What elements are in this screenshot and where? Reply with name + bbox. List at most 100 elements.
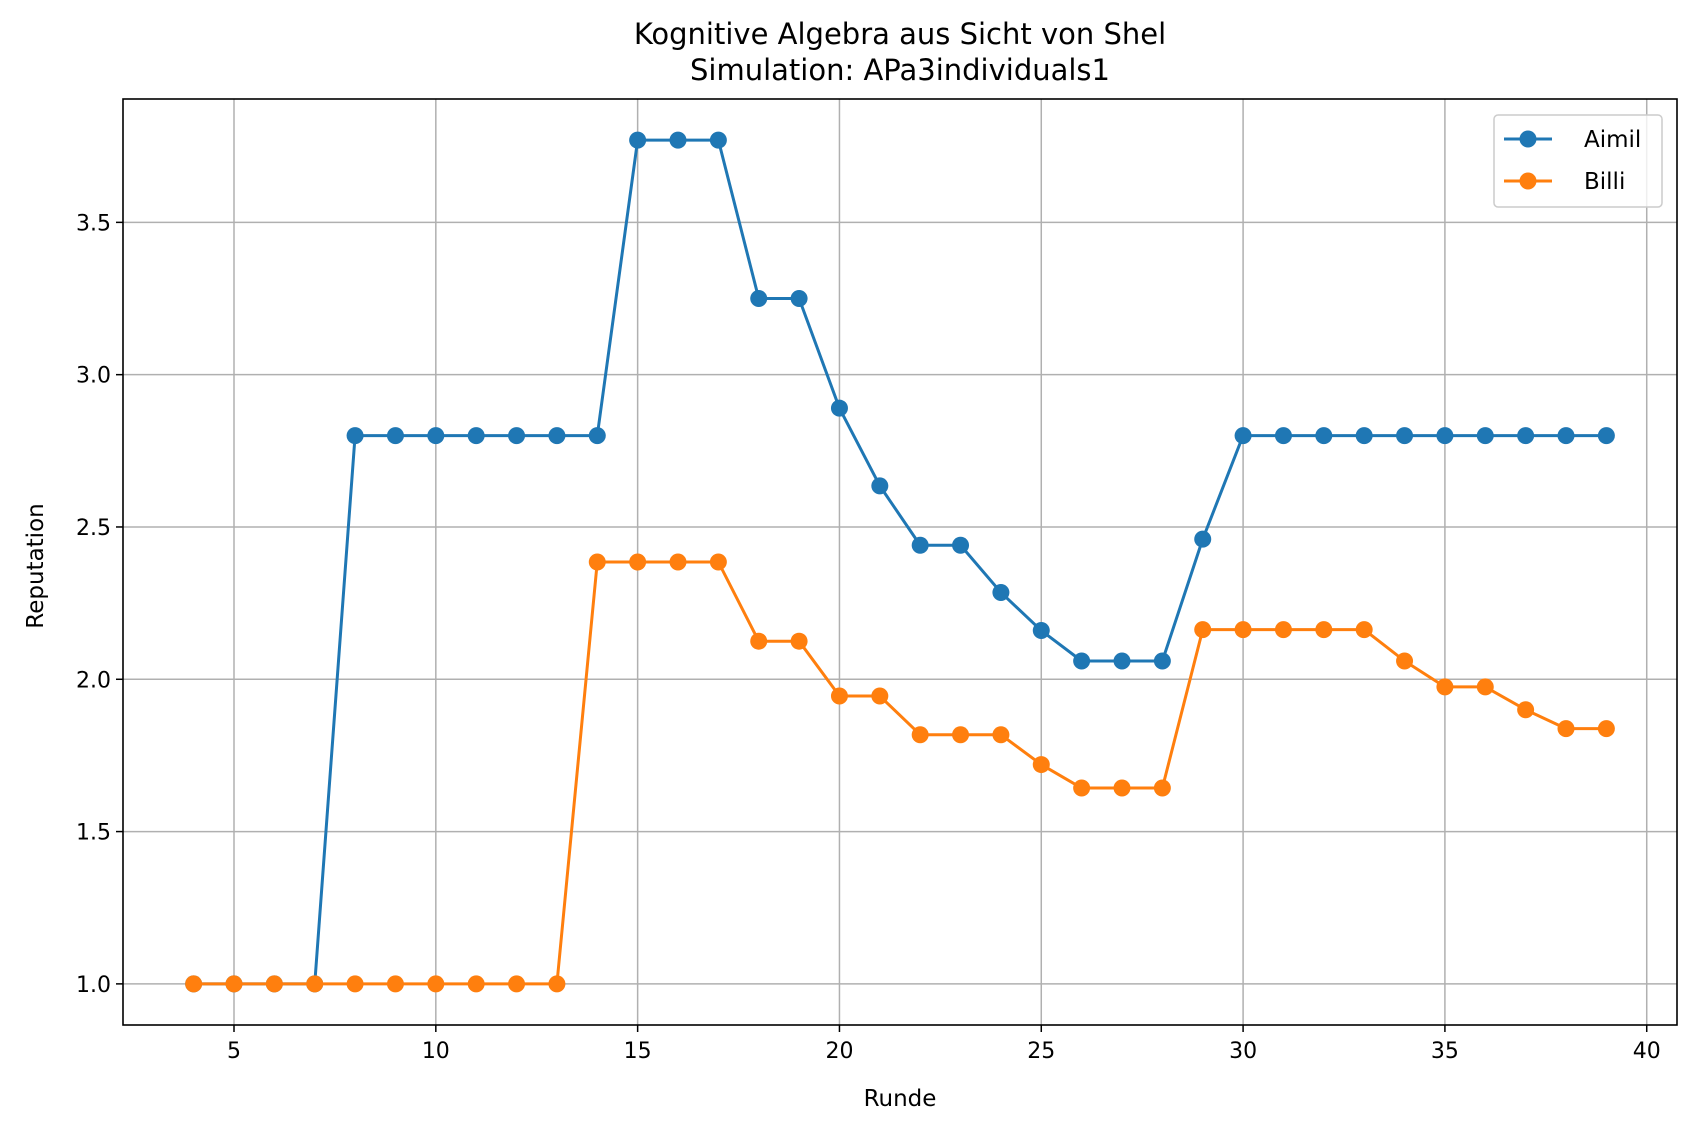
- data-point-billi: [1597, 720, 1615, 738]
- data-point-aimil: [1032, 622, 1050, 640]
- x-tick-label: 5: [227, 1039, 241, 1064]
- series-billi: [185, 553, 1615, 993]
- data-point-aimil: [750, 290, 768, 308]
- data-point-billi: [306, 975, 324, 993]
- y-tick-label: 3.0: [76, 364, 111, 389]
- data-point-billi: [750, 632, 768, 650]
- data-point-aimil: [952, 536, 970, 554]
- series-aimil: [185, 131, 1615, 993]
- data-point-billi: [830, 687, 848, 705]
- data-point-aimil: [1274, 427, 1292, 445]
- data-point-aimil: [427, 427, 445, 445]
- data-point-aimil: [1113, 652, 1131, 670]
- data-point-aimil: [992, 583, 1010, 601]
- data-point-billi: [588, 553, 606, 571]
- y-tick-label: 3.5: [76, 211, 111, 236]
- data-point-billi: [911, 726, 929, 744]
- data-point-billi: [1153, 779, 1171, 797]
- y-axis-label: Reputation: [23, 503, 49, 628]
- data-point-aimil: [1436, 427, 1454, 445]
- data-point-billi: [1355, 621, 1373, 639]
- data-point-billi: [1073, 779, 1091, 797]
- data-point-aimil: [508, 427, 526, 445]
- data-point-aimil: [790, 290, 808, 308]
- data-point-billi: [346, 975, 364, 993]
- data-point-aimil: [346, 427, 364, 445]
- data-point-billi: [548, 975, 566, 993]
- series-layer: [185, 131, 1615, 993]
- data-point-billi: [508, 975, 526, 993]
- data-point-aimil: [1597, 427, 1615, 445]
- x-tick-label: 10: [422, 1039, 450, 1064]
- data-point-aimil: [588, 427, 606, 445]
- legend-label: Aimil: [1584, 127, 1641, 153]
- x-axis-label: Runde: [864, 1086, 937, 1112]
- data-point-aimil: [548, 427, 566, 445]
- data-point-billi: [1274, 621, 1292, 639]
- data-point-aimil: [1153, 652, 1171, 670]
- data-point-billi: [1396, 652, 1414, 670]
- x-tick-label: 30: [1229, 1039, 1257, 1064]
- data-point-aimil: [467, 427, 485, 445]
- data-point-billi: [1113, 779, 1131, 797]
- x-tick-label: 25: [1027, 1039, 1055, 1064]
- legend-swatch-marker: [1519, 130, 1537, 148]
- data-point-billi: [1234, 621, 1252, 639]
- y-tick-label: 1.5: [76, 821, 111, 846]
- chart-title: Kognitive Algebra aus Sicht von Shel: [634, 17, 1166, 51]
- data-point-billi: [1436, 678, 1454, 696]
- data-point-aimil: [1315, 427, 1333, 445]
- data-point-aimil: [1517, 427, 1535, 445]
- data-point-aimil: [830, 399, 848, 417]
- data-point-billi: [952, 726, 970, 744]
- data-point-billi: [629, 553, 647, 571]
- plot-area-frame: [122, 98, 1678, 1026]
- data-point-billi: [1476, 678, 1494, 696]
- data-point-aimil: [871, 477, 889, 495]
- axis-ticks: 5 10 15 20 25 30 35 40 1.0 1.5 2.0 2.5 3.0 3.5: [76, 211, 1661, 1064]
- data-point-billi: [1315, 621, 1333, 639]
- data-point-billi: [1557, 720, 1575, 738]
- data-point-aimil: [1396, 427, 1414, 445]
- data-point-billi: [669, 553, 687, 571]
- data-point-aimil: [911, 536, 929, 554]
- data-point-aimil: [1234, 427, 1252, 445]
- data-point-aimil: [709, 131, 727, 149]
- data-point-aimil: [1194, 530, 1212, 548]
- legend-item-aimil: Aimil: [1504, 127, 1641, 153]
- y-tick-label: 2.0: [76, 668, 111, 693]
- x-tick-label: 40: [1633, 1039, 1661, 1064]
- x-tick-label: 15: [624, 1039, 652, 1064]
- data-point-billi: [790, 632, 808, 650]
- x-tick-label: 35: [1431, 1039, 1459, 1064]
- y-tick-label: 1.0: [76, 973, 111, 998]
- legend-label: Billi: [1584, 169, 1625, 195]
- data-point-billi: [427, 975, 445, 993]
- data-point-billi: [386, 975, 404, 993]
- data-point-aimil: [1476, 427, 1494, 445]
- data-point-billi: [467, 975, 485, 993]
- data-point-billi: [1517, 701, 1535, 719]
- chart-subtitle: Simulation: APa3individuals1: [690, 53, 1110, 87]
- legend-item-billi: Billi: [1504, 169, 1625, 195]
- data-point-billi: [265, 975, 283, 993]
- data-point-billi: [992, 726, 1010, 744]
- data-point-aimil: [1557, 427, 1575, 445]
- data-point-billi: [1194, 621, 1212, 639]
- data-point-billi: [871, 687, 889, 705]
- legend: Aimil Billi: [1493, 114, 1663, 208]
- data-point-billi: [185, 975, 203, 993]
- data-point-aimil: [1355, 427, 1373, 445]
- data-point-aimil: [1073, 652, 1091, 670]
- data-point-billi: [709, 553, 727, 571]
- x-tick-label: 20: [825, 1039, 853, 1064]
- grid-lines: [123, 99, 1677, 1025]
- data-point-aimil: [386, 427, 404, 445]
- data-point-aimil: [669, 131, 687, 149]
- data-point-aimil: [629, 131, 647, 149]
- y-tick-label: 2.5: [76, 516, 111, 541]
- data-point-billi: [225, 975, 243, 993]
- data-point-billi: [1032, 756, 1050, 774]
